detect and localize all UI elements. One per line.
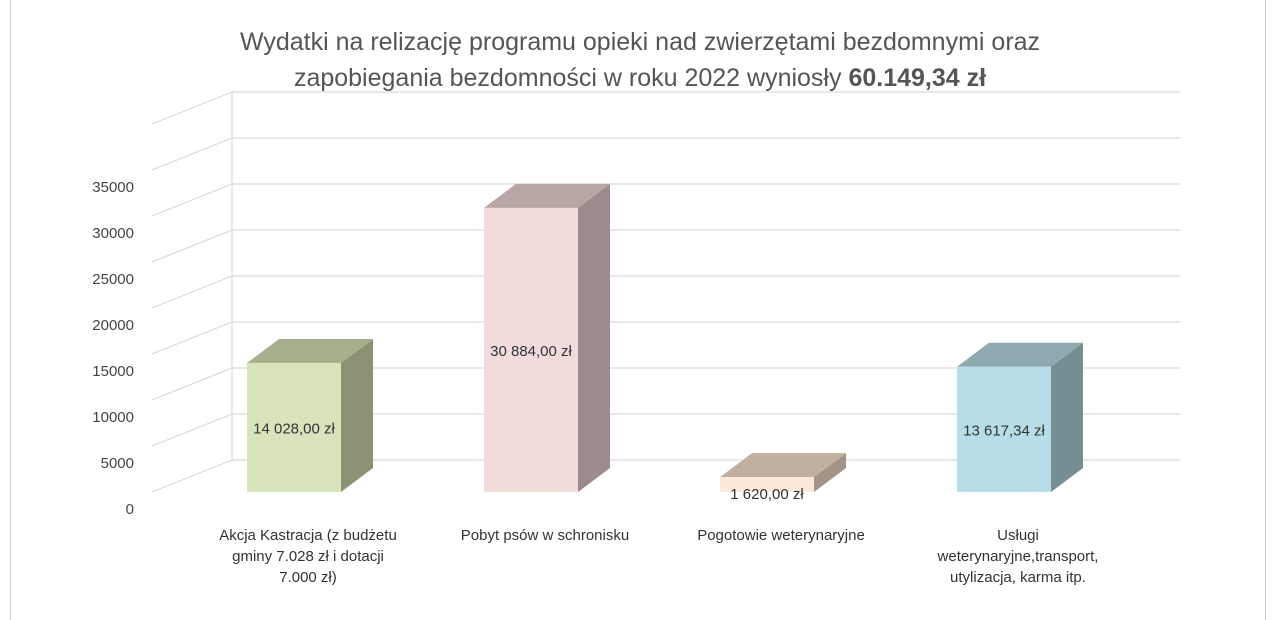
gridline-depth	[151, 183, 233, 217]
x-category-label-line: weterynaryjne,transport,	[937, 548, 1099, 565]
bar-front	[957, 366, 1051, 492]
gridline-depth	[151, 91, 233, 125]
y-tick-label: 20000	[92, 317, 134, 334]
y-tick-label: 25000	[92, 271, 134, 288]
chart-title-line1: Wydatki na relizację programu opieki nad…	[239, 28, 1041, 56]
gridline-depth	[151, 275, 233, 309]
y-tick-label: 35000	[92, 179, 134, 196]
chart-title-line2-text: zapobiegania bezdomności w roku 2022 wyn…	[293, 64, 842, 92]
x-category-label-line: 7.000 zł)	[279, 569, 337, 586]
x-category-label-line: Akcja Kastracja (z budżetu	[219, 527, 397, 544]
x-category-label-line: Pobyt psów w schronisku	[461, 527, 629, 544]
gridline-depth	[151, 413, 233, 447]
data-label: 1 620,00 zł	[730, 486, 804, 503]
bar-side	[341, 338, 373, 492]
bar-top	[957, 342, 1083, 367]
y-tick-label: 30000	[92, 225, 134, 242]
bar-top	[484, 183, 610, 208]
x-axis-categories: Akcja Kastracja (z budżetu gminy 7.028 zł…	[219, 527, 1098, 586]
gridline-depth	[151, 229, 233, 263]
bar	[247, 338, 373, 492]
bar-front	[247, 362, 341, 492]
bar-front	[484, 207, 578, 493]
gridline-depth	[151, 367, 233, 401]
data-label: 30 884,00 zł	[490, 343, 572, 360]
bars	[247, 183, 1083, 493]
bar-top	[720, 453, 846, 478]
chart-title-line2: zapobiegania bezdomności w roku 2022 wyn…	[0, 60, 1280, 96]
x-category-label: Pogotowie weterynaryjne	[697, 527, 865, 544]
bar	[720, 453, 846, 492]
bar-side	[1051, 342, 1083, 492]
y-axis-ticks: 0 5000 10000 15000 20000 25000 30000 35000	[92, 179, 134, 518]
y-tick-label: 15000	[92, 363, 134, 380]
data-label: 14 028,00 zł	[253, 420, 335, 437]
y-tick-label: 0	[126, 501, 134, 518]
x-category-label-line: Usługi	[997, 527, 1039, 544]
chart-title-amount: 60.149,34 zł	[848, 64, 987, 92]
x-category-label: Akcja Kastracja (z budżetu gminy 7.028 zł…	[219, 527, 397, 586]
x-category-label: Usługi weterynaryjne,transport, utylizacja…	[937, 527, 1099, 586]
gridline-depth	[151, 137, 233, 171]
data-labels: 14 028,00 zł 30 884,00 zł 1 620,00 zł 13 61…	[253, 343, 1045, 503]
bar-front	[720, 477, 814, 492]
chart-frame	[10, 0, 1266, 620]
chart-title: Wydatki na relizację programu opieki nad…	[0, 24, 1280, 96]
y-tick-label: 10000	[92, 409, 134, 426]
bar-side	[814, 453, 846, 492]
bar-top	[247, 338, 373, 363]
x-category-label-line: gminy 7.028 zł i dotacji	[232, 548, 384, 565]
bar	[484, 183, 610, 493]
x-category-label-line: Pogotowie weterynaryjne	[697, 527, 865, 544]
y-tick-label: 5000	[101, 455, 134, 472]
bar	[957, 342, 1083, 492]
gridline-depth	[151, 459, 233, 493]
bar-side	[578, 183, 610, 493]
x-category-label-line: utylizacja, karma itp.	[950, 569, 1086, 586]
gridline-depth	[151, 321, 233, 355]
data-label: 13 617,34 zł	[963, 422, 1045, 439]
x-category-label: Pobyt psów w schronisku	[461, 527, 629, 544]
